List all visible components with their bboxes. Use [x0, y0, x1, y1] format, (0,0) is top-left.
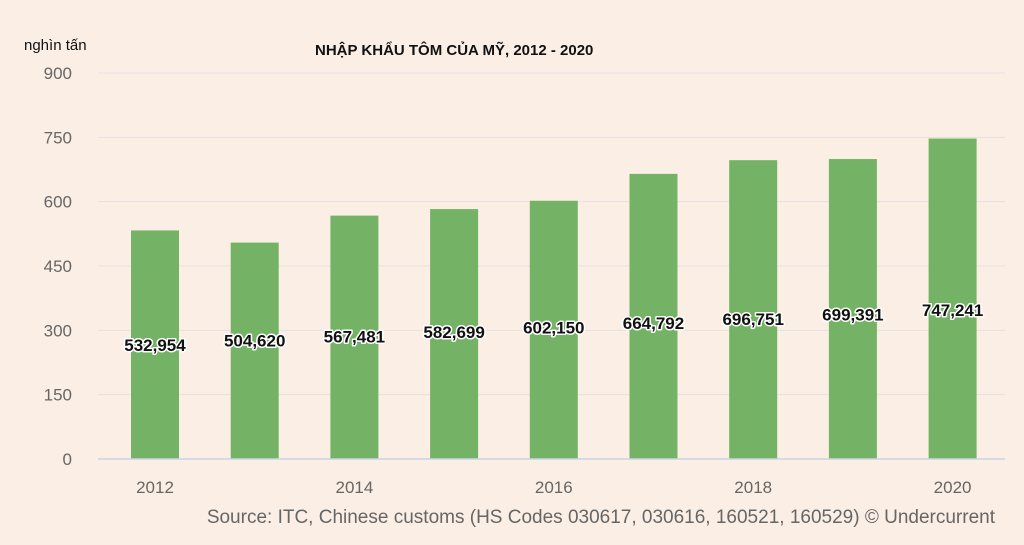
data-label: 567,481 — [324, 327, 385, 346]
source-note: Source: ITC, Chinese customs (HS Codes 0… — [207, 507, 996, 528]
bar — [729, 160, 778, 459]
data-labels: 532,954 504,620 567,481 582,699 602,150 664,7… — [123, 300, 985, 357]
y-tick-label: 0 — [63, 450, 72, 469]
x-tick-label: 2014 — [335, 478, 373, 497]
y-tick-label: 150 — [44, 386, 72, 405]
y-tick-label: 450 — [44, 257, 72, 276]
data-label: 747,241 — [922, 301, 983, 320]
y-axis-ticks: 0 150 300 450 600 750 900 — [44, 64, 72, 469]
x-tick-label: 2018 — [734, 478, 772, 497]
x-axis-ticks: 2012 2014 2016 2018 2020 — [136, 478, 971, 497]
bars — [131, 138, 977, 459]
data-label: 699,391 — [822, 305, 883, 324]
bar — [629, 173, 678, 459]
y-tick-label: 750 — [44, 128, 72, 147]
bar — [430, 209, 479, 459]
y-tick-label: 900 — [44, 64, 72, 83]
bar — [928, 138, 977, 459]
data-label: 532,954 — [124, 336, 186, 355]
y-tick-label: 600 — [44, 193, 72, 212]
bar — [131, 230, 179, 459]
chart-title: NHẬP KHẨU TÔM CỦA MỸ, 2012 - 2020 — [315, 41, 593, 59]
bar — [330, 215, 379, 459]
y-tick-label: 300 — [44, 321, 72, 340]
bar — [828, 159, 877, 459]
data-label: 696,751 — [722, 310, 783, 329]
data-label: 664,792 — [623, 314, 684, 333]
data-label: 602,150 — [523, 319, 584, 338]
x-tick-label: 2012 — [136, 478, 174, 497]
data-label: 582,699 — [423, 323, 484, 342]
x-tick-label: 2020 — [934, 478, 972, 497]
bar — [529, 200, 578, 459]
y-axis-unit-label: nghìn tấn — [24, 37, 87, 54]
bar — [230, 242, 279, 459]
data-label: 504,620 — [224, 332, 285, 351]
x-tick-label: 2016 — [535, 478, 573, 497]
